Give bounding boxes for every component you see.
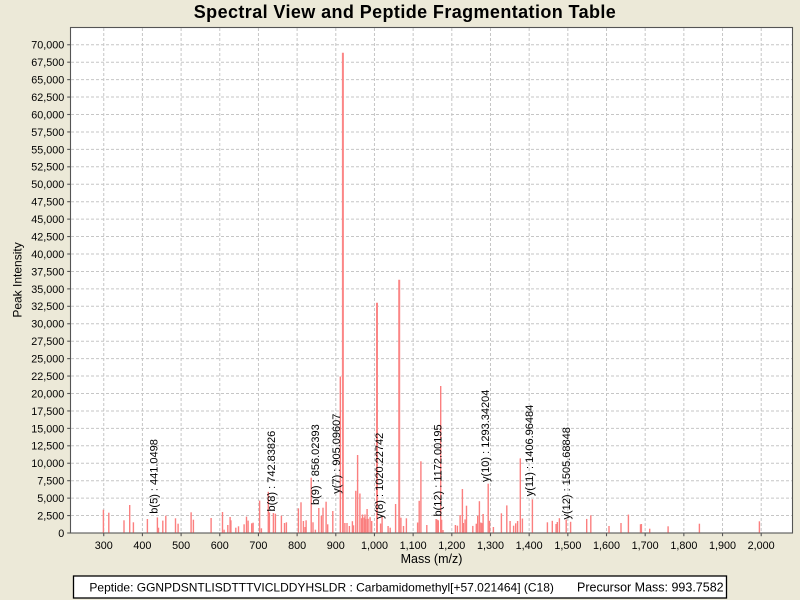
svg-text:1,700: 1,700 (632, 540, 659, 552)
svg-text:5,000: 5,000 (37, 493, 64, 505)
svg-text:27,500: 27,500 (31, 336, 64, 348)
svg-text:30,000: 30,000 (31, 319, 64, 331)
svg-text:20,000: 20,000 (31, 388, 64, 400)
svg-text:b(8) : 742.83826: b(8) : 742.83826 (266, 431, 278, 512)
svg-text:Spectral View and Peptide Frag: Spectral View and Peptide Fragmentation … (194, 2, 616, 22)
svg-text:600: 600 (211, 540, 229, 552)
svg-text:67,500: 67,500 (31, 57, 64, 69)
svg-text:1,800: 1,800 (670, 540, 697, 552)
svg-text:2,500: 2,500 (37, 510, 64, 522)
svg-text:62,500: 62,500 (31, 92, 64, 104)
svg-text:400: 400 (133, 540, 151, 552)
svg-text:Peptide: GGNPDSNTLISDTTTVICLDD: Peptide: GGNPDSNTLISDTTTVICLDDYHSLDR : C… (89, 580, 554, 594)
svg-text:15,000: 15,000 (31, 423, 64, 435)
svg-text:45,000: 45,000 (31, 214, 64, 226)
svg-text:y(8) : 1020.22742: y(8) : 1020.22742 (374, 433, 386, 519)
svg-text:57,500: 57,500 (31, 127, 64, 139)
svg-text:Peak Intensity: Peak Intensity (11, 242, 25, 317)
svg-text:55,000: 55,000 (31, 144, 64, 156)
svg-text:42,500: 42,500 (31, 231, 64, 243)
svg-text:2,000: 2,000 (748, 540, 775, 552)
svg-text:1,400: 1,400 (516, 540, 543, 552)
svg-text:300: 300 (95, 540, 113, 552)
svg-text:52,500: 52,500 (31, 162, 64, 174)
svg-text:800: 800 (288, 540, 306, 552)
svg-text:Precursor Mass: 993.7582: Precursor Mass: 993.7582 (577, 580, 724, 594)
svg-text:65,000: 65,000 (31, 75, 64, 87)
svg-text:Mass (m/z): Mass (m/z) (401, 552, 463, 566)
svg-text:y(12) : 1505.68848: y(12) : 1505.68848 (561, 427, 573, 519)
svg-text:y(7) : 905.09607: y(7) : 905.09607 (331, 414, 343, 494)
svg-text:60,000: 60,000 (31, 109, 64, 121)
svg-text:b(9) : 856.02393: b(9) : 856.02393 (310, 424, 322, 505)
svg-text:y(10) : 1293.34204: y(10) : 1293.34204 (480, 390, 492, 482)
svg-text:10,000: 10,000 (31, 458, 64, 470)
svg-text:70,000: 70,000 (31, 40, 64, 52)
svg-text:500: 500 (172, 540, 190, 552)
svg-text:b(5) : 441.0498: b(5) : 441.0498 (148, 439, 160, 514)
svg-text:32,500: 32,500 (31, 301, 64, 313)
svg-text:1,300: 1,300 (477, 540, 504, 552)
svg-text:900: 900 (327, 540, 345, 552)
svg-text:7,500: 7,500 (37, 476, 64, 488)
svg-text:0: 0 (58, 528, 64, 540)
svg-text:1,200: 1,200 (438, 540, 465, 552)
svg-text:25,000: 25,000 (31, 354, 64, 366)
svg-text:37,500: 37,500 (31, 266, 64, 278)
svg-text:12,500: 12,500 (31, 441, 64, 453)
svg-text:700: 700 (249, 540, 267, 552)
svg-text:1,600: 1,600 (593, 540, 620, 552)
svg-text:b(12) : 1172.00195: b(12) : 1172.00195 (432, 424, 444, 516)
svg-text:22,500: 22,500 (31, 371, 64, 383)
svg-text:35,000: 35,000 (31, 284, 64, 296)
svg-text:40,000: 40,000 (31, 249, 64, 261)
svg-text:1,000: 1,000 (361, 540, 388, 552)
svg-text:1,100: 1,100 (400, 540, 427, 552)
svg-text:50,000: 50,000 (31, 179, 64, 191)
svg-text:y(11) : 1406.96484: y(11) : 1406.96484 (524, 405, 536, 497)
svg-text:47,500: 47,500 (31, 197, 64, 209)
svg-text:1,500: 1,500 (554, 540, 581, 552)
svg-text:1,900: 1,900 (709, 540, 736, 552)
svg-text:17,500: 17,500 (31, 406, 64, 418)
